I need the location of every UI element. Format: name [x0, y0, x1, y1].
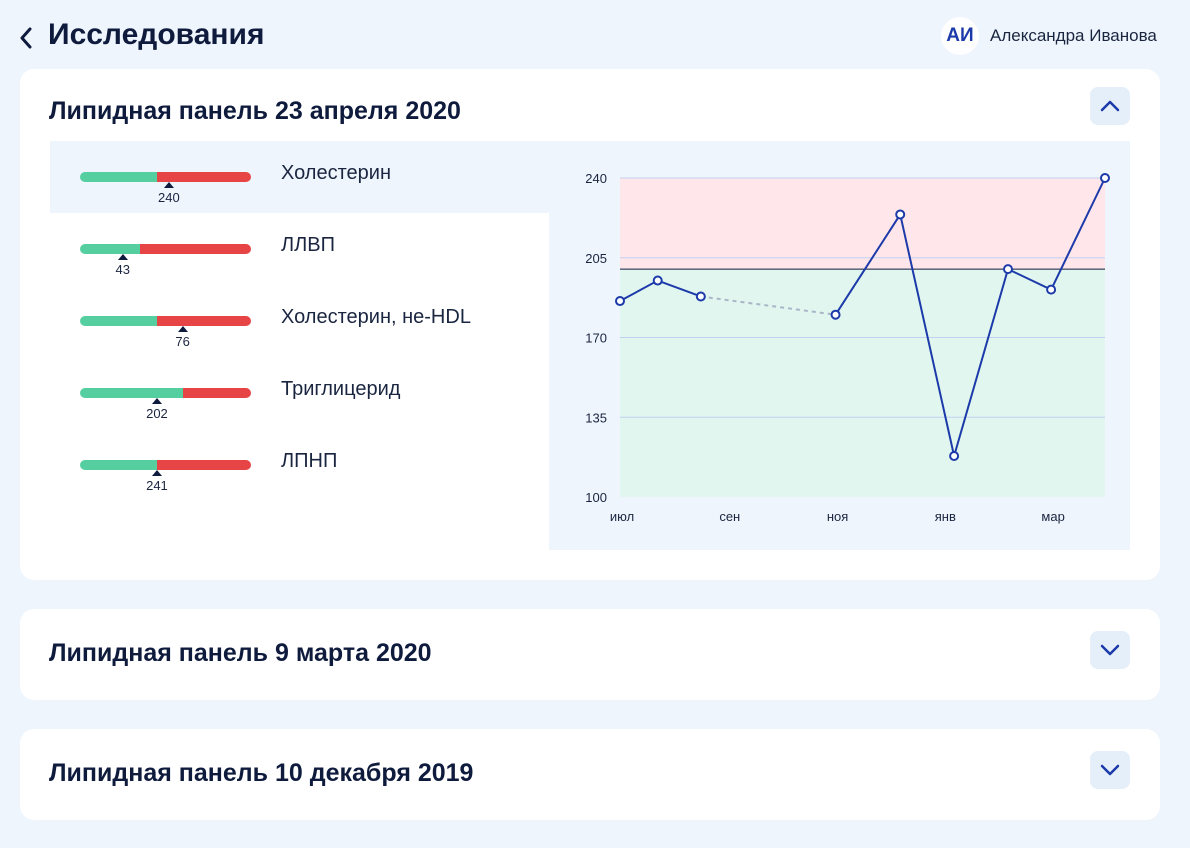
- trend-chart: 100 135 170 205 240 июл сен ноя янв мар: [549, 141, 1130, 550]
- parameter-value: 43: [115, 262, 130, 277]
- parameter-name: Холестерин, не-HDL: [281, 306, 471, 328]
- page-title: Исследования: [48, 18, 265, 51]
- panel-title: Липидная панель 23 апреля 2020: [49, 97, 461, 125]
- x-tick-label: ноя: [827, 509, 848, 524]
- series-line: [834, 177, 1106, 457]
- x-tick-label: янв: [935, 509, 956, 524]
- parameter-value: 241: [146, 478, 168, 493]
- parameter-row[interactable]: 240 Холестерин: [50, 141, 550, 213]
- panel-title: Липидная панель 10 декабря 2019: [49, 759, 474, 787]
- y-tick-label: 170: [585, 331, 607, 346]
- chevron-left-icon: [20, 27, 32, 49]
- range-bar-normal: [80, 244, 140, 254]
- parameter-name: ЛПНП: [281, 450, 338, 472]
- parameter-value: 202: [146, 406, 168, 421]
- range-bar-high: [156, 316, 251, 326]
- range-bar: [80, 244, 251, 254]
- data-point: [615, 296, 625, 307]
- x-tick-label: июл: [610, 509, 634, 524]
- trend-chart-svg: 100 135 170 205 240 июл сен ноя янв мар: [585, 171, 1110, 524]
- parameter-name: ЛЛВП: [281, 234, 335, 256]
- range-bar-high: [156, 460, 251, 470]
- value-marker-icon: [117, 254, 128, 260]
- data-point: [1003, 264, 1013, 275]
- range-bar-high: [156, 172, 251, 182]
- range-bar: [80, 388, 251, 398]
- range-bar-normal: [80, 460, 157, 470]
- x-tick-label: мар: [1041, 509, 1064, 524]
- expand-button[interactable]: [1090, 631, 1130, 669]
- back-button[interactable]: [14, 24, 38, 52]
- value-marker-icon: [163, 182, 174, 188]
- value-marker-icon: [177, 326, 188, 332]
- expand-button[interactable]: [1090, 751, 1130, 789]
- data-point: [949, 450, 960, 461]
- parameter-row[interactable]: 241 ЛПНП: [50, 429, 550, 501]
- data-point: [695, 291, 706, 302]
- y-tick-label: 240: [585, 171, 607, 186]
- range-bar-normal: [80, 172, 157, 182]
- value-marker-icon: [151, 398, 162, 404]
- parameter-name: Холестерин: [281, 162, 391, 184]
- range-bar: [80, 460, 251, 470]
- chevron-down-icon: [1100, 644, 1120, 656]
- y-tick-label: 205: [585, 251, 607, 266]
- data-point: [830, 309, 841, 320]
- panel-title: Липидная панель 9 марта 2020: [49, 639, 432, 667]
- x-tick-label: сен: [719, 509, 740, 524]
- data-point: [1100, 173, 1110, 183]
- parameter-name: Триглицерид: [281, 378, 401, 400]
- range-bar-normal: [80, 388, 183, 398]
- range-bar-high: [182, 388, 251, 398]
- data-point: [652, 275, 663, 286]
- range-bar: [80, 172, 251, 182]
- value-marker-icon: [151, 470, 162, 476]
- panel-card[interactable]: Липидная панель 10 декабря 2019: [20, 729, 1160, 820]
- parameter-row[interactable]: 202 Триглицерид: [50, 357, 550, 429]
- top-bar: Исследования АИ Александра Иванова: [0, 0, 1190, 72]
- y-tick-label: 135: [585, 410, 607, 425]
- chevron-down-icon: [1100, 764, 1120, 776]
- normal-zone: [620, 269, 1105, 497]
- range-bar: [80, 316, 251, 326]
- collapse-button[interactable]: [1090, 87, 1130, 125]
- parameter-row[interactable]: 43 ЛЛВП: [50, 213, 550, 285]
- data-point: [1046, 284, 1057, 295]
- panel-card-expanded: Липидная панель 23 апреля 2020 240 Холест…: [20, 69, 1160, 580]
- range-bar-high: [139, 244, 251, 254]
- avatar[interactable]: АИ: [941, 17, 979, 55]
- parameter-value: 240: [158, 190, 180, 205]
- parameter-row[interactable]: 76 Холестерин, не-HDL: [50, 285, 550, 357]
- data-point: [895, 209, 906, 220]
- range-bar-normal: [80, 316, 157, 326]
- chevron-up-icon: [1100, 100, 1120, 112]
- user-name[interactable]: Александра Иванова: [990, 26, 1157, 45]
- panel-card[interactable]: Липидная панель 9 марта 2020: [20, 609, 1160, 700]
- y-tick-label: 100: [585, 490, 607, 505]
- series-gap-line: [700, 295, 836, 316]
- parameter-value: 76: [175, 334, 190, 349]
- high-zone: [620, 178, 1105, 270]
